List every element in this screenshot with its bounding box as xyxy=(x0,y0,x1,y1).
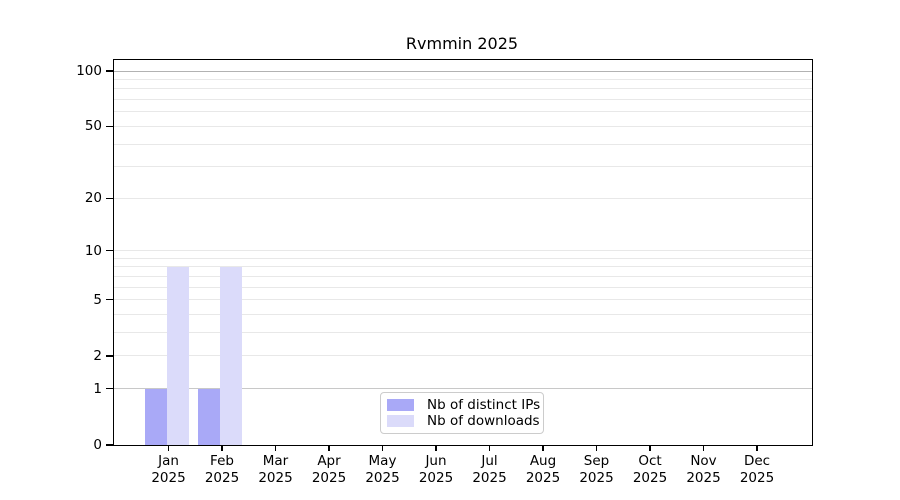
x-tick-label: Sep 2025 xyxy=(579,453,614,486)
plot-area: Nb of distinct IPs Nb of downloads 0 1 2 5 10… xyxy=(76,59,813,486)
gridline xyxy=(114,299,812,301)
x-tick-label: Jun 2025 xyxy=(418,453,454,486)
gridline xyxy=(114,143,812,145)
gridline xyxy=(114,88,812,90)
y-tick-mark xyxy=(106,444,113,446)
legend-item: Nb of distinct IPs xyxy=(387,397,540,413)
bar-downloads xyxy=(220,266,242,445)
gridline xyxy=(114,197,812,199)
gridline xyxy=(114,257,812,259)
gridline xyxy=(114,332,812,334)
y-tick-label: 100 xyxy=(76,63,102,79)
y-tick-label: 50 xyxy=(84,118,102,135)
gridline xyxy=(114,166,812,168)
gridline xyxy=(114,286,812,288)
legend-swatch xyxy=(387,415,414,427)
x-tick-mark xyxy=(488,445,491,451)
gridline xyxy=(114,275,812,277)
x-tick-label: Nov 2025 xyxy=(686,453,721,486)
y-tick-mark xyxy=(106,355,113,357)
x-tick-mark xyxy=(328,445,330,451)
x-tick-mark xyxy=(381,445,384,451)
x-tick-label: Oct 2025 xyxy=(632,453,668,486)
x-tick-mark xyxy=(274,445,277,451)
bar-distinct-ips xyxy=(198,388,220,445)
gridline xyxy=(114,250,812,252)
gridline xyxy=(114,99,812,101)
y-tick-mark xyxy=(106,299,113,301)
y-tick-mark xyxy=(106,197,113,199)
gridline xyxy=(114,355,812,357)
bar-distinct-ips xyxy=(144,388,167,445)
y-tick-mark xyxy=(106,388,113,390)
x-tick-mark xyxy=(542,445,544,451)
x-tick-label: Jul 2025 xyxy=(472,453,507,486)
legend-label: Nb of downloads xyxy=(427,413,540,429)
legend-label: Nb of distinct IPs xyxy=(427,397,541,413)
legend-swatch xyxy=(387,399,414,411)
x-tick-mark xyxy=(649,445,651,451)
gridline xyxy=(114,78,812,80)
y-tick-mark xyxy=(106,70,113,72)
x-tick-mark xyxy=(756,445,758,451)
gridline xyxy=(114,266,812,268)
x-tick-mark xyxy=(702,445,705,451)
y-tick-label: 0 xyxy=(93,437,102,453)
y-tick-label: 2 xyxy=(93,347,102,364)
gridline xyxy=(114,111,812,113)
gridline xyxy=(114,388,812,390)
legend-item: Nb of downloads xyxy=(387,413,540,429)
gridline xyxy=(114,314,812,316)
chart-title: Rvmmin 2025 xyxy=(405,34,519,53)
x-tick-label: Jan 2025 xyxy=(151,453,186,486)
y-tick-label: 1 xyxy=(93,380,102,397)
y-tick-mark xyxy=(106,125,113,128)
x-tick-mark xyxy=(595,445,598,451)
x-tick-mark xyxy=(435,445,437,451)
x-tick-mark xyxy=(167,445,170,451)
x-tick-label: Mar 2025 xyxy=(258,453,293,486)
x-tick-label: May 2025 xyxy=(365,453,400,486)
x-tick-label: Dec 2025 xyxy=(739,453,775,486)
gridline xyxy=(114,70,812,72)
y-tick-label: 5 xyxy=(93,291,102,308)
x-tick-label: Aug 2025 xyxy=(525,453,561,486)
y-tick-label: 20 xyxy=(84,190,102,207)
gridline xyxy=(114,125,812,127)
x-tick-mark xyxy=(221,445,223,451)
x-tick-label: Feb 2025 xyxy=(204,453,240,486)
y-tick-label: 10 xyxy=(84,242,102,259)
legend: Nb of distinct IPs Nb of downloads xyxy=(380,392,544,434)
bar-downloads xyxy=(166,266,189,445)
x-tick-label: Apr 2025 xyxy=(311,453,347,486)
y-tick-mark xyxy=(106,250,113,252)
